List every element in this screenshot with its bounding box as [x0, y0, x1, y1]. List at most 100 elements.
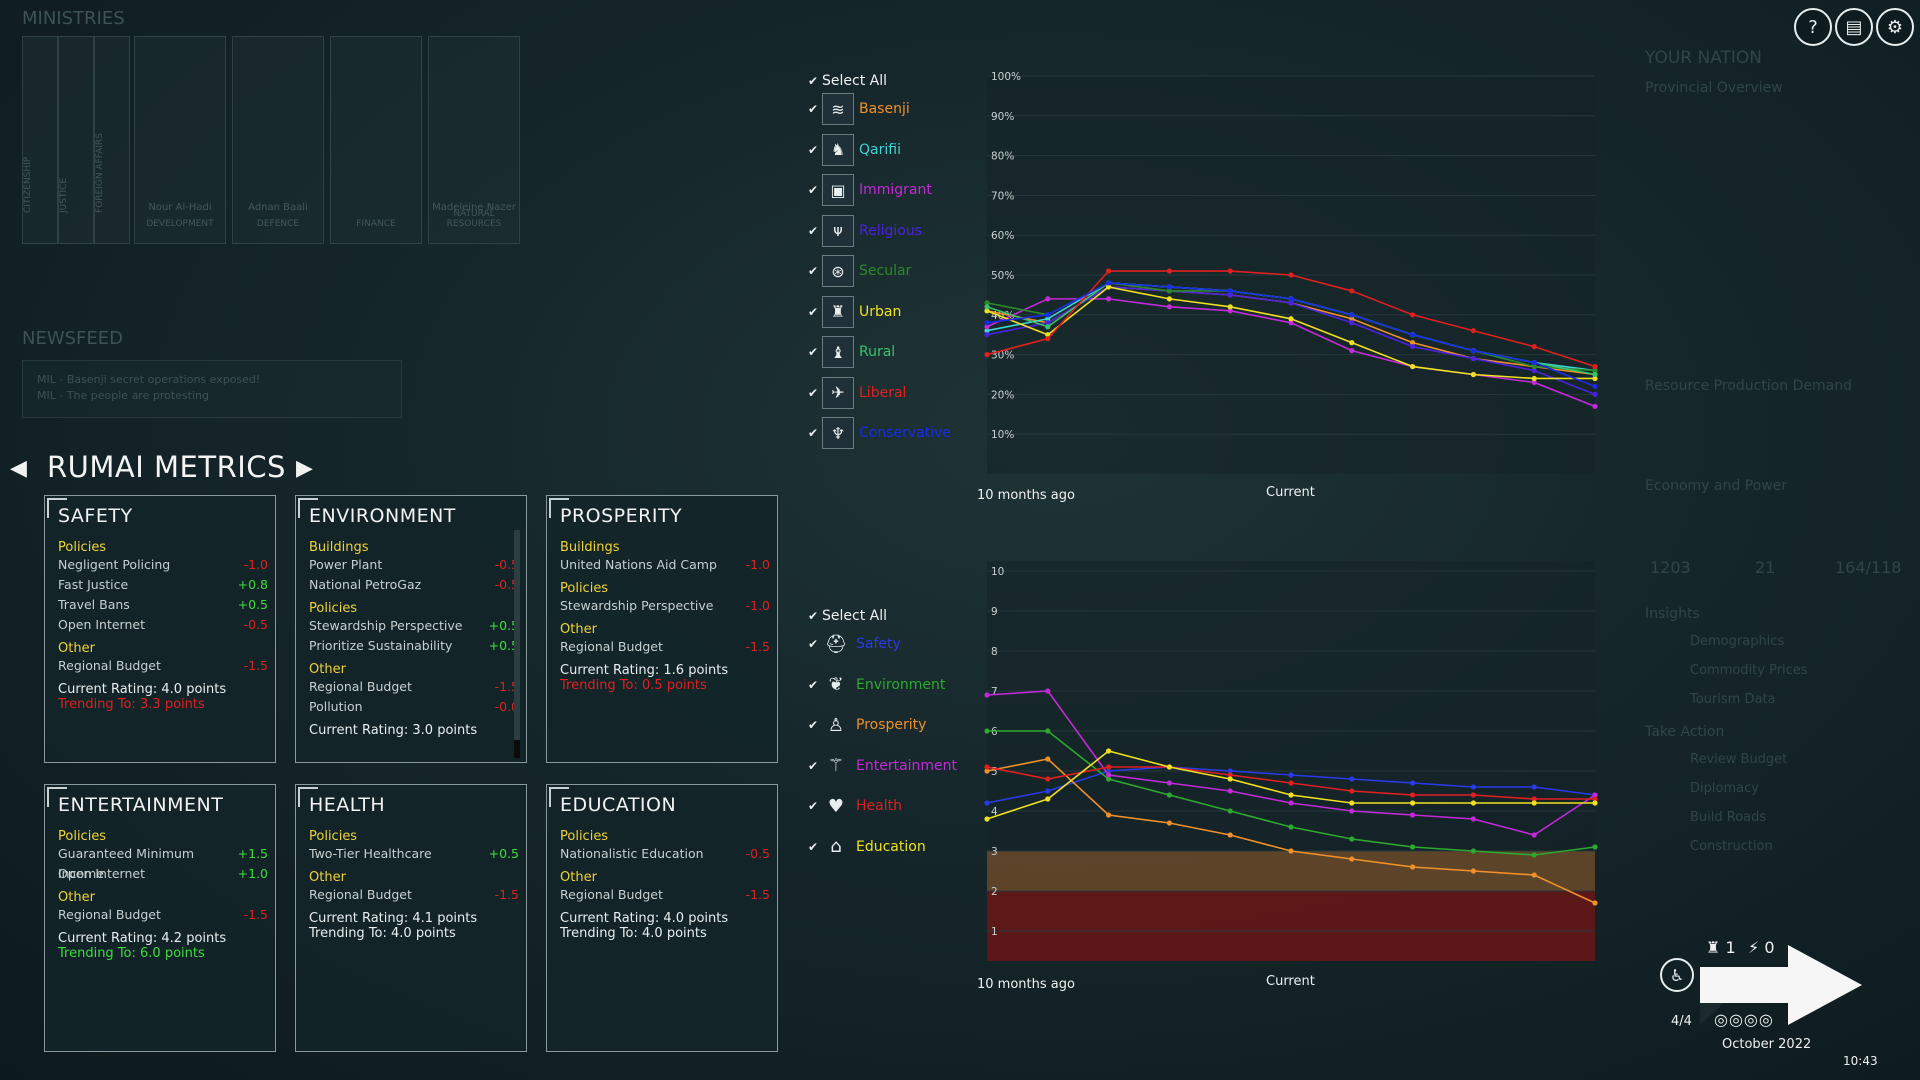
- modifier-row[interactable]: Pollution -0.0: [309, 697, 519, 717]
- metrics-title: RUMAI METRICS: [47, 450, 286, 484]
- modifier-row[interactable]: Open Internet -0.5: [58, 615, 268, 635]
- insight-tourism-data[interactable]: Tourism Data: [1690, 692, 1776, 707]
- modifier-row[interactable]: Power Plant -0.5: [309, 555, 519, 575]
- select-all-checkbox[interactable]: ✔ Select All: [808, 601, 887, 631]
- legend-toggle-qarifii[interactable]: ✔ ♞ Qarifii: [808, 133, 901, 166]
- legend-toggle-urban[interactable]: ✔ ♜ Urban: [808, 295, 902, 328]
- data-point: [1410, 844, 1416, 850]
- capacity-value: 164/118: [1835, 558, 1902, 577]
- data-point: [1410, 800, 1416, 806]
- data-point: [1288, 780, 1294, 786]
- settings-button[interactable]: ⚙: [1876, 8, 1914, 46]
- ministry-card-natural-resources[interactable]: Madeleine Nazer NATURAL RESOURCES: [428, 36, 520, 244]
- legend-toggle-health[interactable]: ✔ ♥ Health: [808, 791, 902, 821]
- news-item[interactable]: MIL - Basenji secret operations exposed!: [37, 373, 261, 386]
- ministry-card-defence[interactable]: Adnan Baali DEFENCE: [232, 36, 324, 244]
- modifier-row[interactable]: Regional Budget -1.5: [58, 905, 268, 925]
- data-point: [1106, 812, 1112, 818]
- legend-toggle-liberal[interactable]: ✔ ✈ Liberal: [808, 376, 906, 409]
- modifier-row[interactable]: Stewardship Perspective +0.5: [309, 616, 519, 636]
- legend-toggle-religious[interactable]: ✔ ᴪ Religious: [808, 214, 922, 247]
- data-point: [1470, 328, 1476, 334]
- action-build-roads[interactable]: Build Roads: [1690, 810, 1767, 825]
- legend-toggle-environment[interactable]: ✔ ❦ Environment: [808, 670, 945, 700]
- prev-metric-arrow[interactable]: ◀: [10, 456, 27, 481]
- legend-toggle-safety[interactable]: ✔ ⛑ Safety: [808, 629, 901, 659]
- modifier-row[interactable]: Fast Justice +0.8: [58, 575, 268, 595]
- legend-label: Urban: [859, 303, 902, 320]
- modifier-value: -0.5: [745, 846, 770, 861]
- modifier-row[interactable]: Open Internet +1.0: [58, 864, 268, 884]
- checkmark-icon: ✔: [808, 426, 819, 440]
- insight-commodity-prices[interactable]: Commodity Prices: [1690, 663, 1808, 678]
- modifier-row[interactable]: Regional Budget -1.5: [309, 677, 519, 697]
- group-approval-chart: 100%90%80%70%60%50%40%30%20%10%10 months…: [977, 71, 1598, 503]
- action-review-budget[interactable]: Review Budget: [1690, 752, 1788, 767]
- journal-button[interactable]: ▤: [1835, 8, 1873, 46]
- modifier-row[interactable]: Regional Budget -1.5: [560, 637, 770, 657]
- legend-label: Health: [856, 798, 902, 814]
- card-scrollbar[interactable]: [514, 530, 520, 758]
- section-label: Other: [560, 870, 597, 885]
- data-point: [1470, 355, 1476, 362]
- legend-toggle-rural[interactable]: ✔ ♝ Rural: [808, 336, 896, 368]
- y-tick-label: 90%: [991, 111, 1014, 123]
- data-point: [1592, 391, 1598, 397]
- data-point: [1410, 340, 1416, 346]
- legend-toggle-prosperity[interactable]: ✔ ♙ Prosperity: [808, 710, 926, 740]
- dancer-icon: ⚚: [827, 755, 845, 776]
- advisor-icon[interactable]: ♿: [1660, 958, 1694, 992]
- modifier-row[interactable]: Regional Budget -1.5: [58, 656, 268, 676]
- modifier-row[interactable]: Nationalistic Education -0.5: [560, 844, 770, 864]
- help-button[interactable]: ?: [1794, 8, 1832, 46]
- end-turn-arrow[interactable]: [1700, 945, 1862, 1025]
- checkmark-icon: ✔: [808, 142, 819, 157]
- legend-label: Rural: [859, 344, 896, 360]
- data-point: [1531, 796, 1537, 802]
- data-point: [1166, 780, 1172, 786]
- modifier-row[interactable]: Travel Bans +0.5: [58, 595, 268, 615]
- newsfeed-panel[interactable]: MIL - Basenji secret operations exposed!…: [22, 360, 402, 418]
- legend-toggle-basenji[interactable]: ✔ ≋ Basenji: [808, 93, 910, 125]
- legend-toggle-conservative[interactable]: ✔ ♆ Conservative: [808, 417, 951, 449]
- news-item[interactable]: MIL - The people are protesting: [37, 389, 209, 402]
- legend-toggle-immigrant[interactable]: ✔ ▣ Immigrant: [808, 174, 932, 206]
- modifier-row[interactable]: Prioritize Sustainability +0.5: [309, 636, 519, 656]
- modifier-value: +0.8: [237, 577, 268, 592]
- ministry-tab-justice[interactable]: JUSTICE: [58, 36, 94, 244]
- select-all-checkbox[interactable]: ✔ Select All: [808, 66, 887, 96]
- legend-label: Basenji: [859, 101, 910, 117]
- modifier-row[interactable]: National PetroGaz -0.5: [309, 575, 519, 595]
- legend-label: Qarifii: [859, 141, 901, 158]
- modifier-row[interactable]: United Nations Aid Camp -1.0: [560, 555, 770, 575]
- data-point: [1288, 824, 1294, 830]
- y-tick-label: 80%: [991, 151, 1014, 163]
- card-title: ENVIRONMENT: [309, 505, 456, 527]
- section-label: Policies: [309, 601, 358, 616]
- modifier-row[interactable]: Two-Tier Healthcare +0.5: [309, 844, 519, 864]
- modifier-row[interactable]: Regional Budget -1.5: [309, 885, 519, 905]
- insight-demographics[interactable]: Demographics: [1690, 634, 1785, 649]
- action-construction[interactable]: Construction: [1690, 839, 1773, 854]
- ministry-tab-citizenship[interactable]: CITIZENSHIP: [22, 36, 58, 244]
- data-point: [984, 768, 990, 774]
- trending-rating: Trending To: 4.0 points: [560, 926, 707, 941]
- modifier-row[interactable]: Negligent Policing -1.0: [58, 555, 268, 575]
- action-diplomacy[interactable]: Diplomacy: [1690, 781, 1759, 796]
- modifier-row[interactable]: Guaranteed Minimum Income +1.5: [58, 844, 268, 881]
- modifier-row[interactable]: Regional Budget -1.5: [560, 885, 770, 905]
- ministry-tab-foreign-affairs[interactable]: FOREIGN AFFAIRS: [94, 36, 130, 244]
- ministry-card-finance[interactable]: FINANCE: [330, 36, 422, 244]
- legend-toggle-secular[interactable]: ✔ ⊛ Secular: [808, 255, 911, 287]
- legend-toggle-entertainment[interactable]: ✔ ⚚ Entertainment: [808, 751, 957, 781]
- current-rating: Current Rating: 3.0 points: [309, 723, 478, 738]
- ministry-card-development[interactable]: Nour Al-Hadi DEVELOPMENT: [134, 36, 226, 244]
- entertainment-card: ENTERTAINMENT Policies Guaranteed Minimum …: [44, 784, 276, 1052]
- modifier-name: Open Internet: [58, 617, 145, 632]
- farmer-icon: ♝: [822, 336, 854, 368]
- y-tick-label: 8: [991, 646, 998, 658]
- modifier-value: -0.5: [494, 577, 519, 592]
- modifier-row[interactable]: Stewardship Perspective -1.0: [560, 596, 770, 616]
- legend-toggle-education[interactable]: ✔ ⌂ Education: [808, 832, 926, 862]
- next-metric-arrow[interactable]: ▶: [296, 456, 313, 481]
